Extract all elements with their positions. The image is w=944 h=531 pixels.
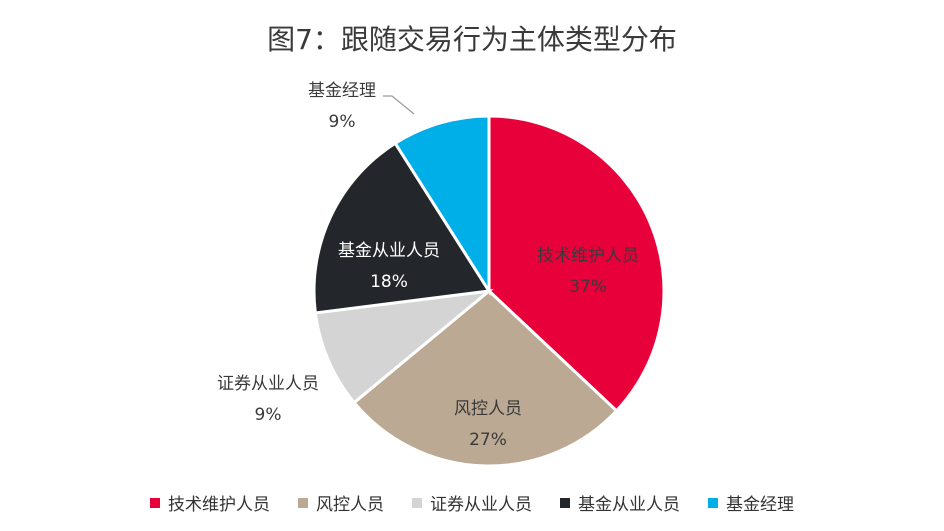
legend-label: 基金从业人员 xyxy=(578,495,680,515)
slice-percent-label: 9% xyxy=(329,112,356,132)
legend-item: 风控人员 xyxy=(298,490,384,515)
chart-legend: 技术维护人员 风控人员 证券从业人员 基金从业人员 基金经理 xyxy=(0,490,944,515)
legend-item: 基金经理 xyxy=(708,490,794,515)
legend-label: 风控人员 xyxy=(316,495,384,515)
leader-line xyxy=(383,95,415,115)
pie-slice-1 xyxy=(487,114,666,413)
legend-label: 基金经理 xyxy=(726,495,794,515)
legend-item: 基金从业人员 xyxy=(560,490,680,515)
legend-label: 证券从业人员 xyxy=(430,495,532,515)
legend-swatch xyxy=(708,497,718,508)
chart-title: 图7：跟随交易行为主体类型分布 xyxy=(267,23,677,56)
legend-item: 技术维护人员 xyxy=(150,490,270,515)
slice-name-label: 证券从业人员 xyxy=(217,374,319,394)
pie-slice-2 xyxy=(352,289,619,468)
slice-name-label: 基金从业人员 xyxy=(338,241,440,261)
legend-label: 技术维护人员 xyxy=(168,495,270,515)
slice-name-label: 风控人员 xyxy=(454,399,522,419)
slice-percent-label: 18% xyxy=(370,272,408,292)
slice-percent-label: 37% xyxy=(569,277,607,297)
slice-percent-label: 9% xyxy=(255,405,282,425)
legend-swatch xyxy=(298,497,308,508)
pie-slice-5 xyxy=(393,114,491,297)
legend-item: 证券从业人员 xyxy=(412,490,532,515)
pie-slice-4 xyxy=(312,141,492,315)
legend-swatch xyxy=(560,497,570,508)
slice-name-label: 技术维护人员 xyxy=(537,246,639,266)
slice-percent-label: 27% xyxy=(469,430,507,450)
legend-swatch xyxy=(412,497,422,508)
legend-swatch xyxy=(150,497,160,508)
slice-name-label: 基金经理 xyxy=(308,81,376,101)
pie-slice-3 xyxy=(313,288,494,405)
